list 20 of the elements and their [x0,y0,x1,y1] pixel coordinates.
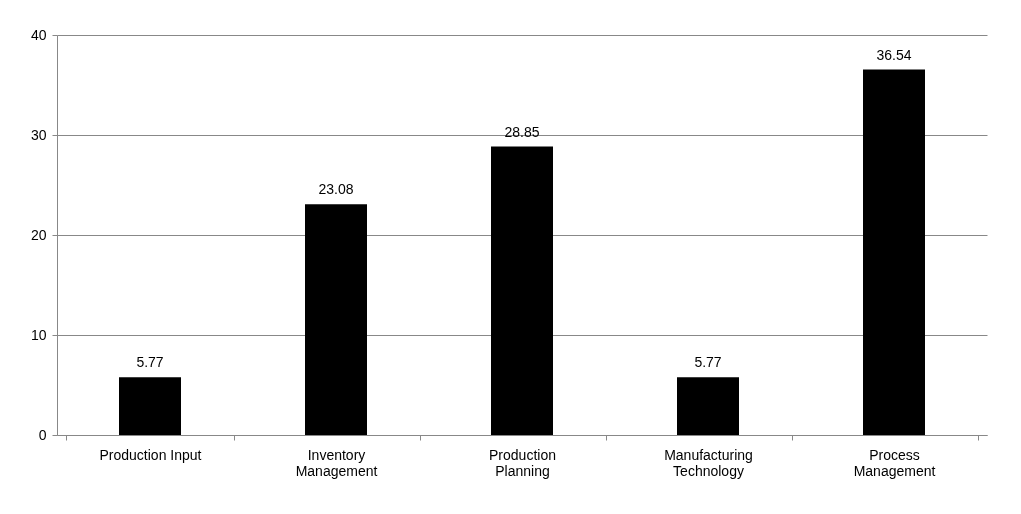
bar [491,146,553,435]
y-tick-label: 30 [30,126,47,143]
x-tick-label: Production Input [99,446,202,463]
bar [863,69,925,435]
data-label: 5.77 [136,354,164,371]
x-tick-label: Manufacturing Technology [664,446,753,479]
data-label: 5.77 [694,354,722,371]
data-label: 23.08 [318,181,354,198]
bar [677,377,739,435]
bar [305,204,367,435]
bar [119,377,181,435]
x-tick-label: Production Planning [489,446,556,479]
data-label: 28.85 [504,123,540,140]
y-tick-label: 10 [30,326,47,343]
y-tick-label: 0 [38,426,47,443]
y-tick-label: 40 [30,26,47,43]
y-tick-label: 20 [30,226,47,243]
x-tick-label: Process Management [853,446,936,479]
data-label: 36.54 [876,46,912,63]
x-tick-label: Inventory Management [295,446,378,479]
